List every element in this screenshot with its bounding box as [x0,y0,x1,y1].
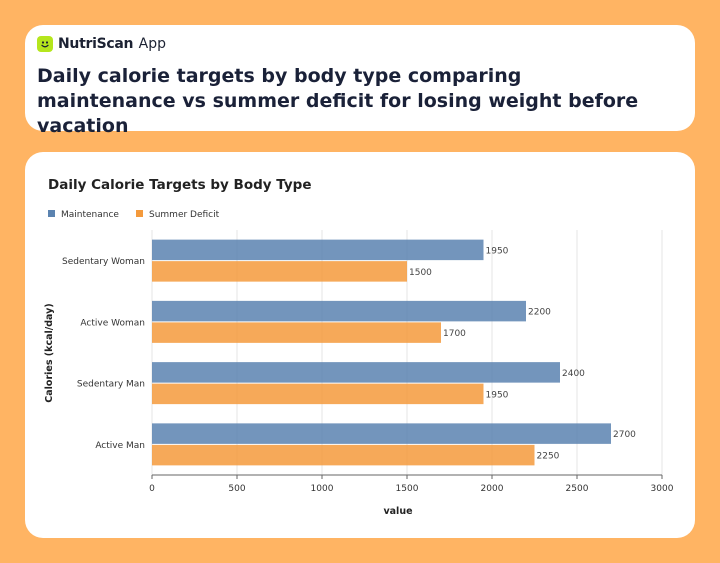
x-tick-label: 3000 [651,484,674,494]
headline: Daily calorie targets by body type compa… [37,65,639,137]
legend-swatch [48,210,55,217]
bars: 1950 1500 2200 1700 2400 1950 2700 2250 [152,239,636,466]
header-card: NutriScan App Daily calorie targets by b… [25,25,695,137]
axes: 0 500 1000 1500 2000 2500 3000 Sedentary Woman A… [62,257,674,494]
data-label: 2700 [613,430,636,440]
data-label: 2400 [562,369,585,379]
chart-card: Daily Calorie Targets by Body Type Maint… [25,152,695,538]
bar [152,239,484,261]
bar [152,322,441,343]
legend-swatch [136,210,143,217]
bar-chart: Daily Calorie Targets by Body Type Maint… [44,177,674,517]
x-tick-label: 2000 [481,484,504,494]
x-axis-label: value [383,506,412,517]
brand: NutriScan App [37,36,166,52]
data-label: 2200 [528,308,551,318]
y-category-label: Sedentary Woman [62,257,145,267]
x-tick-label: 1000 [311,484,334,494]
bar [152,383,484,405]
data-label: 1500 [409,268,432,278]
bar [152,423,611,444]
x-tick-label: 1500 [396,484,419,494]
bar [152,444,535,466]
y-category-label: Active Woman [80,318,145,328]
x-tick-label: 2500 [566,484,589,494]
data-label: 2250 [537,452,560,462]
bar [152,362,560,383]
data-label: 1950 [486,246,509,256]
x-tick-label: 0 [149,484,155,494]
legend-entry: Summer Deficit [149,210,220,220]
legend-entry: Maintenance [61,210,119,220]
data-label: 1950 [486,390,509,400]
bar [152,261,407,282]
brand-suffix: App [138,36,166,52]
x-tick-label: 500 [228,484,245,494]
smiley-face-icon [37,36,53,52]
data-label: 1700 [443,329,466,339]
legend: Maintenance Summer Deficit [48,210,220,220]
y-category-label: Sedentary Man [77,380,145,390]
chart-title: Daily Calorie Targets by Body Type [48,177,312,193]
brand-name: NutriScan [58,36,134,52]
y-axis-label: Calories (kcal/day) [44,303,55,402]
y-category-label: Active Man [95,441,145,451]
bar [152,300,526,322]
